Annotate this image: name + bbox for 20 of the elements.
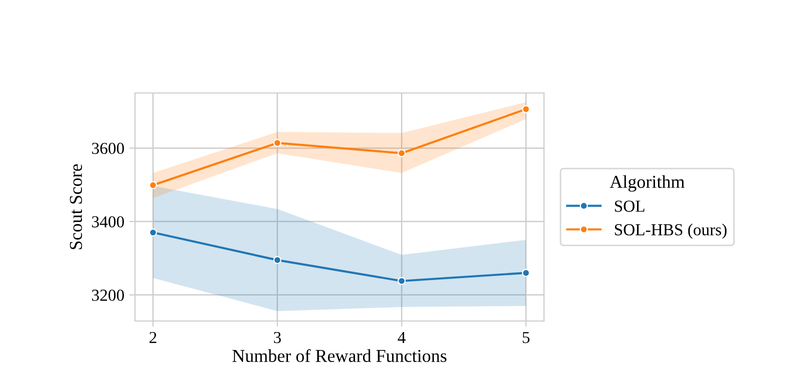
x-tick-label: 3 (274, 332, 281, 344)
point (398, 276, 406, 286)
point (273, 256, 282, 264)
x-tick-label: 4 (398, 332, 406, 343)
point (522, 105, 530, 114)
point (398, 149, 406, 158)
x-tick-label: 2 (150, 332, 156, 343)
legend-label: SOL (614, 200, 644, 212)
y-tick-label: 3600 (92, 142, 124, 154)
point (149, 228, 158, 237)
point (149, 181, 158, 190)
x-axis-title: Number of Reward Functions (232, 349, 446, 362)
y-tick-label: 3400 (92, 216, 124, 228)
y-axis-title: Scout Score (70, 164, 82, 250)
point (273, 138, 282, 147)
x-tick-label: 5 (522, 332, 530, 344)
y-tick-label: 3200 (92, 290, 124, 301)
legend-label: SOL-HBS (ours) (614, 224, 727, 239)
legend-title: Algorithm (610, 175, 685, 192)
point (522, 268, 530, 277)
